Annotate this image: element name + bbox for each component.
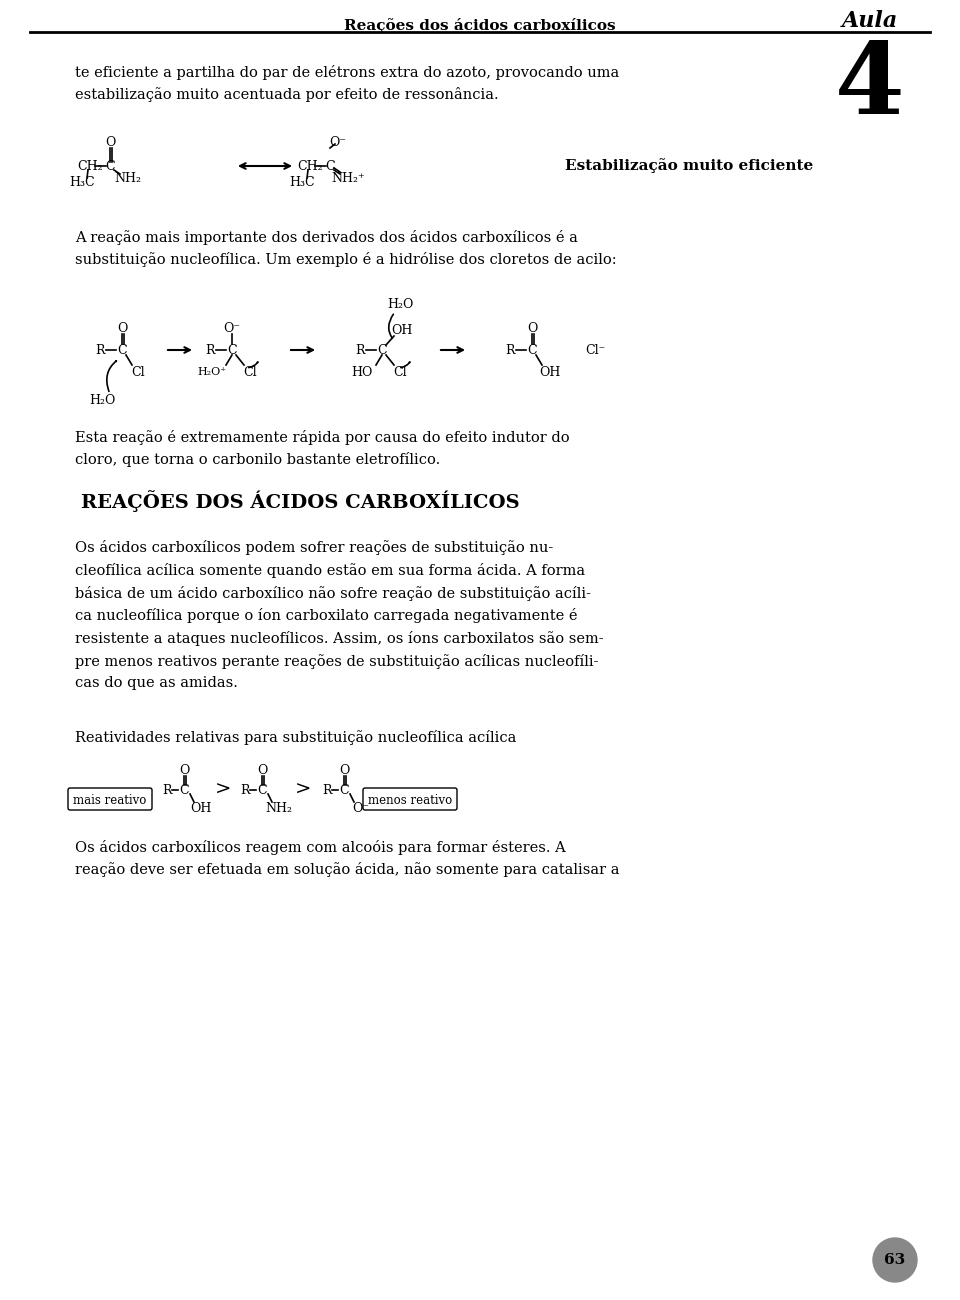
Text: HO: HO bbox=[351, 365, 372, 378]
Text: Cl: Cl bbox=[394, 365, 407, 378]
Text: C: C bbox=[180, 784, 189, 797]
FancyBboxPatch shape bbox=[68, 788, 152, 810]
Text: O: O bbox=[117, 321, 127, 334]
Text: O: O bbox=[179, 763, 189, 776]
Text: 4: 4 bbox=[835, 38, 905, 135]
Text: C: C bbox=[257, 784, 267, 797]
Text: Reações dos ácidos carboxílicos: Reações dos ácidos carboxílicos bbox=[345, 18, 615, 32]
Text: 63: 63 bbox=[884, 1253, 905, 1268]
Text: NH₂: NH₂ bbox=[266, 802, 293, 815]
FancyArrowPatch shape bbox=[107, 361, 116, 391]
Text: R: R bbox=[95, 343, 105, 356]
Text: NH₂⁺: NH₂⁺ bbox=[331, 172, 365, 185]
Text: R: R bbox=[205, 343, 215, 356]
Text: O⁻: O⁻ bbox=[329, 135, 347, 148]
Text: O: O bbox=[105, 135, 115, 148]
FancyArrowPatch shape bbox=[389, 315, 394, 338]
Text: >: > bbox=[295, 781, 311, 800]
Text: Os ácidos carboxílicos podem sofrer reações de substituição nu-
cleofílica acíli: Os ácidos carboxílicos podem sofrer reaç… bbox=[75, 540, 604, 690]
FancyBboxPatch shape bbox=[363, 788, 457, 810]
Text: C: C bbox=[339, 784, 348, 797]
Text: OH: OH bbox=[392, 324, 413, 337]
Text: te eficiente a partilha do par de elétrons extra do azoto, provocando uma
estabi: te eficiente a partilha do par de elétro… bbox=[75, 65, 619, 103]
Text: OH: OH bbox=[190, 802, 212, 815]
Text: R: R bbox=[240, 784, 250, 797]
Text: C: C bbox=[117, 343, 127, 356]
Text: C: C bbox=[377, 343, 387, 356]
Text: REAÇÕES DOS ÁCIDOS CARBOXÍLICOS: REAÇÕES DOS ÁCIDOS CARBOXÍLICOS bbox=[81, 490, 519, 512]
Text: NH₂: NH₂ bbox=[114, 172, 141, 185]
Text: O: O bbox=[257, 763, 267, 776]
Text: R: R bbox=[323, 784, 332, 797]
Text: O: O bbox=[527, 321, 538, 334]
Text: H₃C: H₃C bbox=[289, 176, 315, 188]
Text: OH: OH bbox=[540, 365, 561, 378]
Text: R: R bbox=[505, 343, 515, 356]
Text: C: C bbox=[106, 160, 115, 173]
Text: CH₂: CH₂ bbox=[77, 160, 103, 173]
Circle shape bbox=[873, 1238, 917, 1282]
Text: H₂O: H₂O bbox=[89, 394, 115, 407]
Text: C: C bbox=[325, 160, 335, 173]
Text: CH₂: CH₂ bbox=[298, 160, 323, 173]
FancyArrowPatch shape bbox=[249, 363, 257, 368]
Text: C: C bbox=[228, 343, 237, 356]
Text: O⁻: O⁻ bbox=[224, 321, 241, 334]
FancyArrowPatch shape bbox=[400, 363, 410, 368]
Text: R: R bbox=[162, 784, 172, 797]
Text: R: R bbox=[355, 343, 365, 356]
Text: Cl: Cl bbox=[243, 365, 257, 378]
Text: H₃C: H₃C bbox=[69, 176, 95, 188]
Text: Aula: Aula bbox=[842, 10, 899, 32]
Text: Estabilização muito eficiente: Estabilização muito eficiente bbox=[565, 159, 813, 173]
Text: mais reativo: mais reativo bbox=[73, 793, 147, 806]
Text: O: O bbox=[339, 763, 349, 776]
Text: Cl⁻: Cl⁻ bbox=[585, 343, 605, 356]
Text: H₂O⁺: H₂O⁺ bbox=[198, 367, 227, 377]
Text: H₂O: H₂O bbox=[387, 299, 413, 312]
Text: A reação mais importante dos derivados dos ácidos carboxílicos é a
substituição : A reação mais importante dos derivados d… bbox=[75, 230, 616, 268]
Text: Esta reação é extremamente rápida por causa do efeito indutor do
cloro, que torn: Esta reação é extremamente rápida por ca… bbox=[75, 430, 569, 467]
Text: >: > bbox=[215, 781, 231, 800]
Text: Cl: Cl bbox=[132, 365, 145, 378]
Text: Reatividades relativas para substituição nucleofílica acílica: Reatividades relativas para substituição… bbox=[75, 731, 516, 745]
Text: Os ácidos carboxílicos reagem com alcoóis para formar ésteres. A
reação deve ser: Os ácidos carboxílicos reagem com alcoói… bbox=[75, 840, 619, 878]
Text: C: C bbox=[527, 343, 537, 356]
Text: menos reativo: menos reativo bbox=[368, 793, 452, 806]
Text: O⁻: O⁻ bbox=[352, 802, 370, 815]
